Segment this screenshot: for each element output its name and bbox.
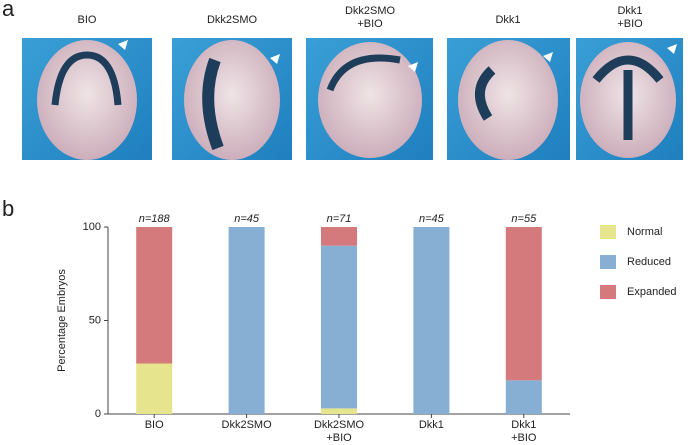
y-axis-label: Percentage Embryos [56,269,68,372]
image-label: BIO [77,14,97,26]
bar-segment [321,227,357,246]
image-label: Dkk2SMO [206,14,258,26]
stain [202,57,224,151]
stain [475,66,496,121]
image-label: Dkk2SMO +BIO [344,5,396,30]
annotation: n=45 [419,213,445,225]
annotation: n=71 [327,213,352,225]
annotation: n=45 [234,213,260,225]
bar-segment [505,227,542,381]
stain [326,54,401,92]
legend-label: Reduced [627,256,671,268]
x-tick-label: Dkk1 [418,419,444,431]
bar-segment [136,227,173,364]
arrowheads [118,40,677,72]
y-tick-label: 50 [89,314,101,326]
stain [51,51,122,106]
legend-label: Normal [627,226,662,238]
panel-label: b [2,196,15,221]
photos [22,38,683,160]
panel-label: a [2,0,15,21]
bar-segment [505,380,542,414]
legend-swatch [600,285,616,299]
annotation: n=55 [511,213,537,225]
x-tick-label: BIO [144,419,164,431]
bar-segment [136,363,173,414]
bar-segment [321,408,357,414]
legend-label: Expanded [627,286,677,298]
y-tick-label: 0 [95,408,101,420]
bar-segment [321,245,357,409]
x-tick-label: Dkk2SMO [221,419,272,431]
annotation: n=188 [139,213,171,225]
y-tick-label: 100 [83,221,101,233]
embryo [458,40,558,160]
legend-swatch [600,225,616,239]
image-label: Dkk1 [495,14,521,26]
stain [592,55,664,140]
embryo [184,40,280,160]
x-tick-label: Dkk2SMO +BIO [313,419,365,444]
image-label: Dkk1 +BIO [617,5,643,30]
x-tick-label: Dkk1 +BIO [511,419,537,444]
legend-swatch [600,255,616,269]
bar-segment [413,227,450,414]
bar-segment [228,227,265,414]
